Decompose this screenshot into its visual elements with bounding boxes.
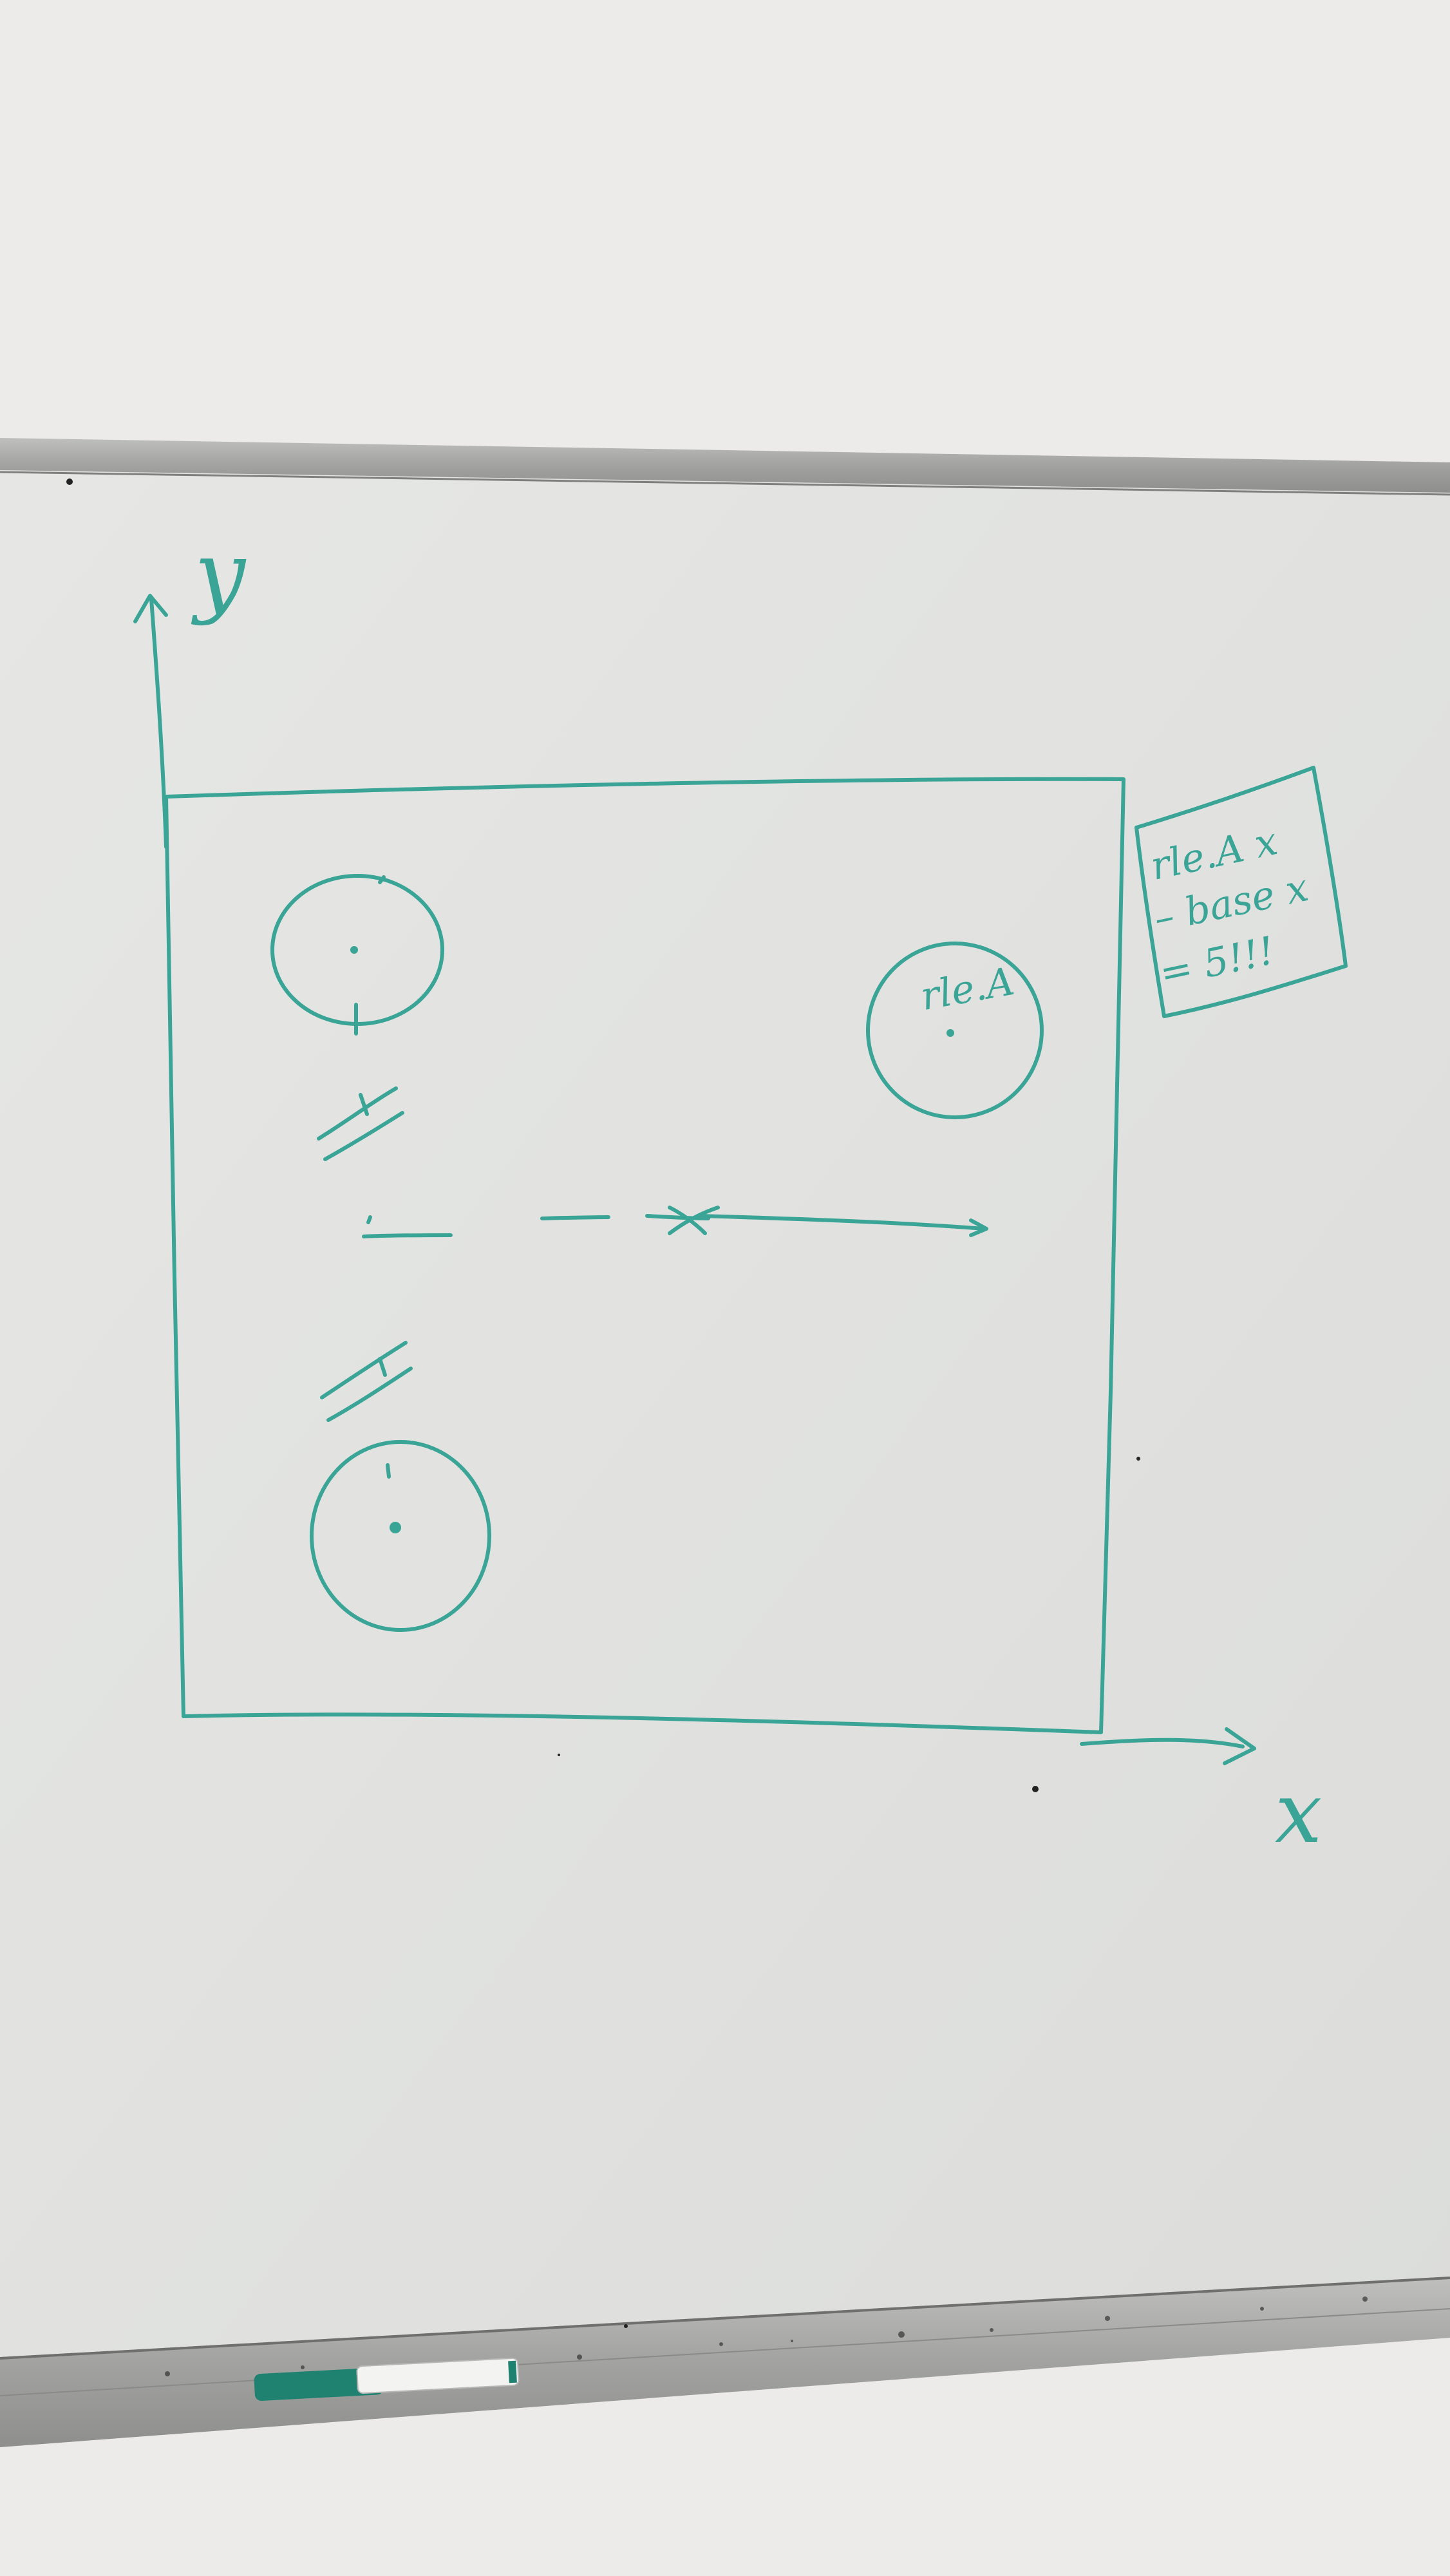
marker-cap	[254, 2367, 384, 2401]
x-axis-label: x	[1275, 1764, 1322, 1862]
board-specks	[66, 478, 1140, 2328]
equal-mark-lower-2	[326, 1367, 413, 1422]
equal-mark-upper-2	[323, 1111, 404, 1161]
y-axis-label: y	[191, 522, 247, 627]
circle-top-right-centre	[946, 1029, 954, 1037]
x-axis-arrow-head	[1223, 1727, 1256, 1765]
marker[interactable]	[254, 2357, 520, 2401]
midline-dash-2	[540, 1215, 610, 1220]
centre-dots	[350, 946, 954, 1533]
circle-top-right	[866, 942, 1044, 1119]
midline-dash-1	[362, 1233, 453, 1238]
circle-bottom-left-centre	[390, 1522, 401, 1533]
displacement-arrow-line	[700, 1214, 986, 1231]
marker-tray	[0, 2277, 1450, 2447]
whiteboard-surface	[0, 451, 1450, 2370]
displacement-arrow-head	[969, 1218, 988, 1237]
equal-mark-upper-tick	[359, 1093, 369, 1116]
main-square	[164, 777, 1125, 1734]
circle-bottom-left	[310, 1440, 491, 1632]
equal-mark-lower-tick	[378, 1357, 387, 1377]
y-axis-arrow-head	[133, 594, 168, 623]
midline-dash-tick	[366, 1215, 372, 1224]
circle-top-left-centre	[350, 946, 358, 954]
tray-dust	[165, 2297, 1368, 2376]
circle-top-left-tick	[378, 875, 386, 884]
drawing	[133, 594, 1348, 1765]
equal-mark-upper-1	[317, 1086, 398, 1141]
marker-body	[356, 2357, 520, 2394]
note-box	[1135, 766, 1348, 1018]
x-marker-stroke-3	[645, 1214, 710, 1220]
equal-mark-lower-1	[320, 1341, 408, 1399]
circle-bottom-left-tick	[386, 1463, 391, 1479]
x-axis-line	[1080, 1738, 1245, 1748]
whiteboard-top-frame	[0, 438, 1450, 493]
